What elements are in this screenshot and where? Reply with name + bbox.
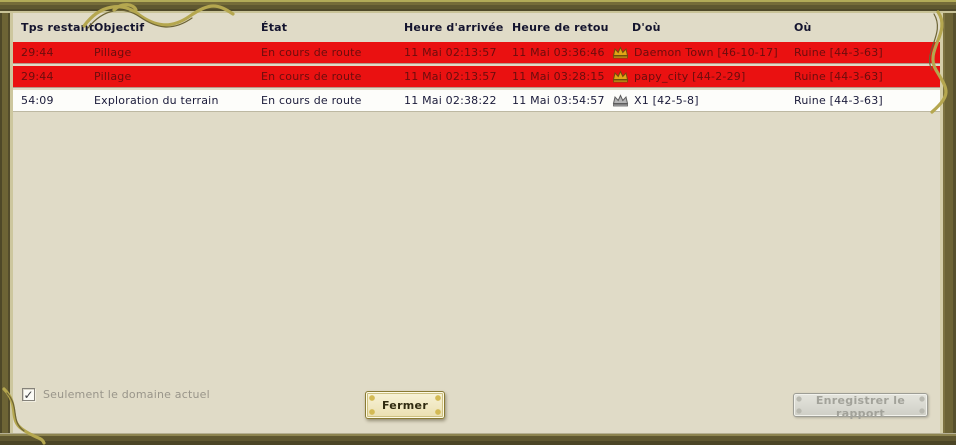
crown-icon-gray — [612, 94, 629, 107]
only-current-domain-checkbox[interactable]: ✓ Seulement le domaine actuel — [22, 388, 210, 401]
table-row: 54:09 Exploration du terrain En cours de… — [13, 90, 942, 111]
cell-origin: X1 [42-5-8] — [609, 94, 794, 107]
cell-heure-retour: 11 Mai 03:54:57 — [512, 94, 605, 107]
cell-etat: En cours de route — [261, 70, 362, 83]
origin-label: X1 [42-5-8] — [634, 94, 699, 107]
cell-heure-arrivee: 11 Mai 02:13:57 — [404, 70, 497, 83]
save-report-button[interactable]: Enregistrer le rapport — [793, 393, 928, 420]
cell-tps-restant: 54:09 — [21, 94, 54, 107]
cell-destination: Ruine [44-3-63] — [794, 94, 883, 107]
cell-objectif: Pillage — [94, 46, 132, 59]
cell-etat: En cours de route — [261, 94, 362, 107]
cell-tps-restant: 29:44 — [21, 70, 54, 83]
ornate-frame-bottom — [0, 434, 956, 445]
origin-label: Daemon Town [46-10-17] — [634, 46, 778, 59]
column-header-objectif: Objectif — [94, 21, 145, 34]
cell-heure-arrivee: 11 Mai 02:13:57 — [404, 46, 497, 59]
cell-heure-arrivee: 11 Mai 02:38:22 — [404, 94, 497, 107]
crown-icon-gold — [612, 46, 629, 59]
cell-heure-retour: 11 Mai 03:36:46 — [512, 46, 605, 59]
close-button[interactable]: Fermer — [365, 391, 445, 419]
cell-destination: Ruine [44-3-63] — [794, 70, 883, 83]
crown-icon-gold — [612, 70, 629, 83]
origin-label: papy_city [44-2-29] — [634, 70, 746, 83]
checkmark-icon: ✓ — [23, 387, 34, 402]
table-header: Tps restant Objectif État Heure d'arrivé… — [13, 13, 942, 42]
cell-objectif: Pillage — [94, 70, 132, 83]
column-header-heure-retour: Heure de retour — [512, 21, 609, 34]
cell-tps-restant: 29:44 — [21, 46, 54, 59]
cell-heure-retour: 11 Mai 03:28:15 — [512, 70, 605, 83]
column-header-heure-arrivee: Heure d'arrivée — [404, 21, 504, 34]
checkbox-box[interactable]: ✓ — [22, 388, 35, 401]
column-header-tps-restant: Tps restant — [21, 21, 94, 34]
cell-objectif: Exploration du terrain — [94, 94, 219, 107]
table-row: 29:44 Pillage En cours de route 11 Mai 0… — [13, 66, 942, 87]
ornate-frame-top — [0, 0, 956, 13]
cell-etat: En cours de route — [261, 46, 362, 59]
cell-origin: Daemon Town [46-10-17] — [609, 46, 794, 59]
ornate-frame-right — [940, 0, 956, 445]
column-header-dou: D'où — [632, 21, 661, 34]
movements-table: Tps restant Objectif État Heure d'arrivé… — [13, 13, 942, 114]
table-row: 29:44 Pillage En cours de route 11 Mai 0… — [13, 42, 942, 63]
column-header-ou: Où — [794, 21, 812, 34]
ornate-frame-left — [0, 0, 13, 445]
cell-destination: Ruine [44-3-63] — [794, 46, 883, 59]
cell-origin: papy_city [44-2-29] — [609, 70, 794, 83]
column-header-etat: État — [261, 21, 288, 34]
checkbox-label: Seulement le domaine actuel — [43, 388, 210, 401]
